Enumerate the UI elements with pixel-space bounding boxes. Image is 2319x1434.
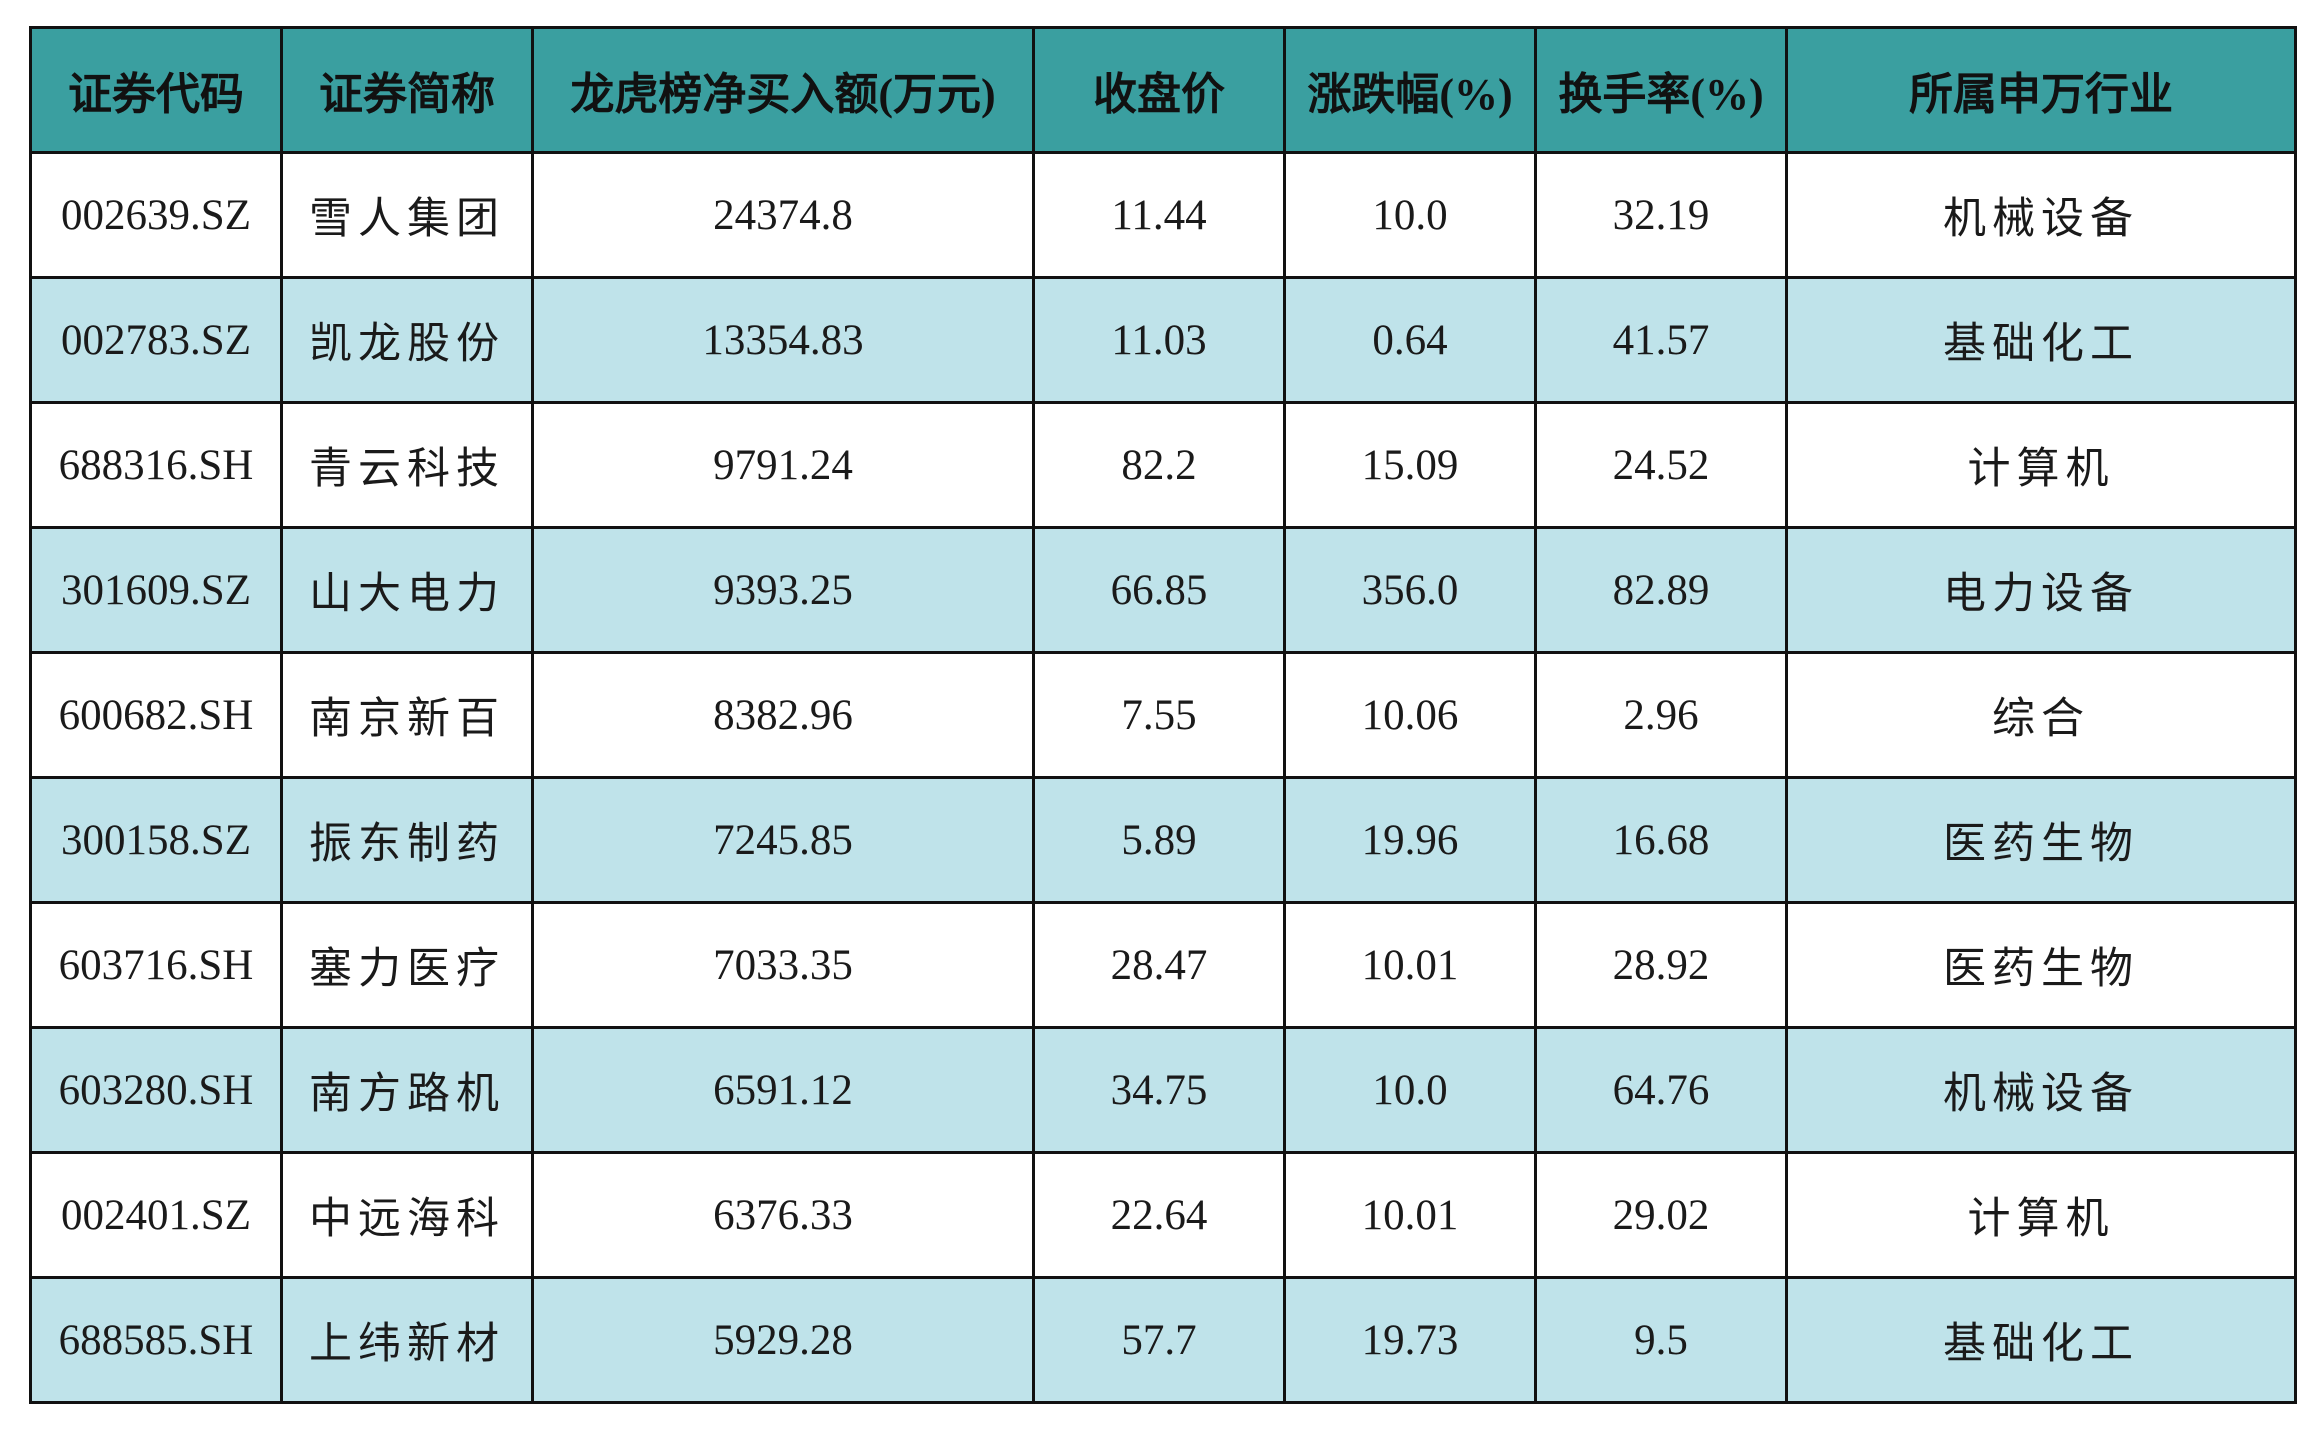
cell-change-pct: 10.06 <box>1283 651 1537 779</box>
cell-close-price: 7.55 <box>1032 651 1286 779</box>
cell-security-name: 南方路机 <box>280 1026 534 1154</box>
header-security-code: 证券代码 <box>29 26 283 154</box>
cell-security-name: 塞力医疗 <box>280 901 534 1029</box>
cell-sw-industry: 基础化工 <box>1785 1276 2297 1404</box>
cell-turnover-rate: 9.5 <box>1534 1276 1788 1404</box>
cell-change-pct: 10.01 <box>1283 901 1537 1029</box>
cell-close-price: 66.85 <box>1032 526 1286 654</box>
cell-turnover-rate: 41.57 <box>1534 276 1788 404</box>
header-net-buy-amount: 龙虎榜净买入额(万元) <box>531 26 1035 154</box>
cell-security-code: 300158.SZ <box>29 776 283 904</box>
header-turnover-rate: 换手率(%) <box>1534 26 1788 154</box>
cell-turnover-rate: 64.76 <box>1534 1026 1788 1154</box>
table-row: 603716.SH 塞力医疗 7033.35 28.47 10.01 28.92… <box>29 901 2297 1029</box>
dragon-tiger-list-table: 证券代码 证券简称 龙虎榜净买入额(万元) 收盘价 涨跌幅(%) 换手率(%) … <box>29 26 2297 1404</box>
cell-change-pct: 356.0 <box>1283 526 1537 654</box>
cell-security-name: 振东制药 <box>280 776 534 904</box>
cell-security-code: 603716.SH <box>29 901 283 1029</box>
cell-close-price: 82.2 <box>1032 401 1286 529</box>
table-row: 688316.SH 青云科技 9791.24 82.2 15.09 24.52 … <box>29 401 2297 529</box>
cell-security-code: 002783.SZ <box>29 276 283 404</box>
table-row: 002401.SZ 中远海科 6376.33 22.64 10.01 29.02… <box>29 1151 2297 1279</box>
cell-security-name: 雪人集团 <box>280 151 534 279</box>
table-row: 300158.SZ 振东制药 7245.85 5.89 19.96 16.68 … <box>29 776 2297 904</box>
cell-security-name: 中远海科 <box>280 1151 534 1279</box>
cell-net-buy-amount: 6376.33 <box>531 1151 1035 1279</box>
cell-sw-industry: 医药生物 <box>1785 776 2297 904</box>
cell-turnover-rate: 16.68 <box>1534 776 1788 904</box>
cell-sw-industry: 电力设备 <box>1785 526 2297 654</box>
cell-security-name: 上纬新材 <box>280 1276 534 1404</box>
cell-change-pct: 19.96 <box>1283 776 1537 904</box>
cell-security-code: 603280.SH <box>29 1026 283 1154</box>
cell-security-name: 山大电力 <box>280 526 534 654</box>
cell-net-buy-amount: 9791.24 <box>531 401 1035 529</box>
cell-turnover-rate: 82.89 <box>1534 526 1788 654</box>
cell-change-pct: 15.09 <box>1283 401 1537 529</box>
cell-turnover-rate: 2.96 <box>1534 651 1788 779</box>
cell-security-name: 南京新百 <box>280 651 534 779</box>
cell-close-price: 34.75 <box>1032 1026 1286 1154</box>
cell-sw-industry: 医药生物 <box>1785 901 2297 1029</box>
cell-net-buy-amount: 7033.35 <box>531 901 1035 1029</box>
table-row: 688585.SH 上纬新材 5929.28 57.7 19.73 9.5 基础… <box>29 1276 2297 1404</box>
header-close-price: 收盘价 <box>1032 26 1286 154</box>
cell-close-price: 11.44 <box>1032 151 1286 279</box>
cell-security-code: 688316.SH <box>29 401 283 529</box>
cell-sw-industry: 机械设备 <box>1785 1026 2297 1154</box>
table-row: 600682.SH 南京新百 8382.96 7.55 10.06 2.96 综… <box>29 651 2297 779</box>
cell-close-price: 5.89 <box>1032 776 1286 904</box>
cell-security-code: 002401.SZ <box>29 1151 283 1279</box>
cell-turnover-rate: 28.92 <box>1534 901 1788 1029</box>
cell-close-price: 22.64 <box>1032 1151 1286 1279</box>
cell-security-name: 凯龙股份 <box>280 276 534 404</box>
cell-net-buy-amount: 13354.83 <box>531 276 1035 404</box>
cell-sw-industry: 基础化工 <box>1785 276 2297 404</box>
table-row: 301609.SZ 山大电力 9393.25 66.85 356.0 82.89… <box>29 526 2297 654</box>
cell-change-pct: 0.64 <box>1283 276 1537 404</box>
cell-security-code: 688585.SH <box>29 1276 283 1404</box>
cell-sw-industry: 机械设备 <box>1785 151 2297 279</box>
header-change-pct: 涨跌幅(%) <box>1283 26 1537 154</box>
cell-security-code: 600682.SH <box>29 651 283 779</box>
cell-change-pct: 10.0 <box>1283 151 1537 279</box>
header-security-name: 证券简称 <box>280 26 534 154</box>
cell-close-price: 28.47 <box>1032 901 1286 1029</box>
cell-turnover-rate: 29.02 <box>1534 1151 1788 1279</box>
table-row: 002783.SZ 凯龙股份 13354.83 11.03 0.64 41.57… <box>29 276 2297 404</box>
cell-net-buy-amount: 9393.25 <box>531 526 1035 654</box>
cell-turnover-rate: 24.52 <box>1534 401 1788 529</box>
cell-net-buy-amount: 7245.85 <box>531 776 1035 904</box>
table-row: 002639.SZ 雪人集团 24374.8 11.44 10.0 32.19 … <box>29 151 2297 279</box>
cell-turnover-rate: 32.19 <box>1534 151 1788 279</box>
cell-change-pct: 10.0 <box>1283 1026 1537 1154</box>
cell-close-price: 11.03 <box>1032 276 1286 404</box>
cell-net-buy-amount: 6591.12 <box>531 1026 1035 1154</box>
table-row: 603280.SH 南方路机 6591.12 34.75 10.0 64.76 … <box>29 1026 2297 1154</box>
cell-security-code: 301609.SZ <box>29 526 283 654</box>
cell-security-name: 青云科技 <box>280 401 534 529</box>
cell-sw-industry: 计算机 <box>1785 401 2297 529</box>
cell-net-buy-amount: 24374.8 <box>531 151 1035 279</box>
cell-sw-industry: 计算机 <box>1785 1151 2297 1279</box>
cell-net-buy-amount: 5929.28 <box>531 1276 1035 1404</box>
cell-net-buy-amount: 8382.96 <box>531 651 1035 779</box>
cell-change-pct: 10.01 <box>1283 1151 1537 1279</box>
header-sw-industry: 所属申万行业 <box>1785 26 2297 154</box>
cell-close-price: 57.7 <box>1032 1276 1286 1404</box>
table-header-row: 证券代码 证券简称 龙虎榜净买入额(万元) 收盘价 涨跌幅(%) 换手率(%) … <box>29 26 2297 154</box>
cell-security-code: 002639.SZ <box>29 151 283 279</box>
cell-sw-industry: 综合 <box>1785 651 2297 779</box>
cell-change-pct: 19.73 <box>1283 1276 1537 1404</box>
